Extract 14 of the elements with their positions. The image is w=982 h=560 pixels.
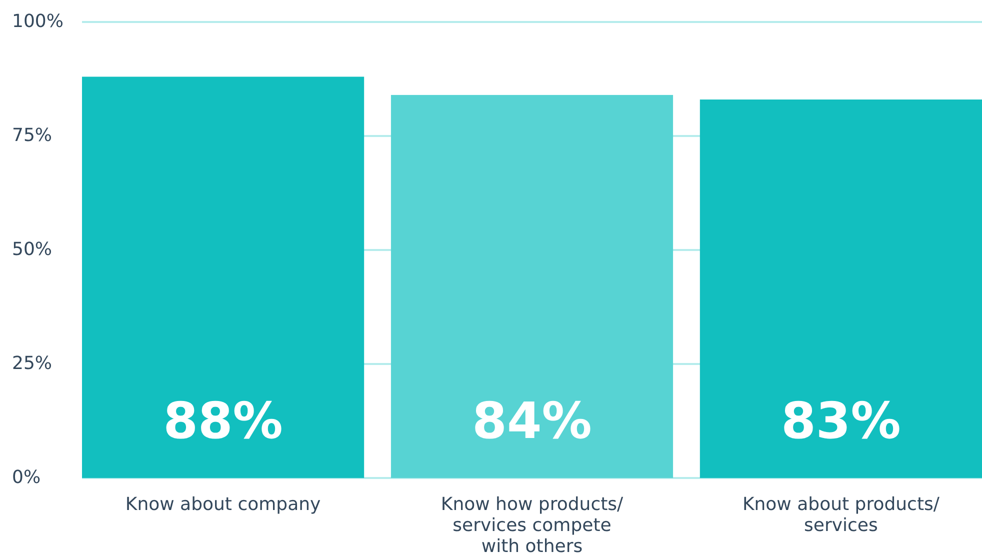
y-tick-label: 100% <box>12 10 64 32</box>
data-label: 88% <box>163 392 283 450</box>
x-tick-label: Know about company <box>125 494 322 515</box>
bar <box>700 100 982 478</box>
data-label: 84% <box>472 392 592 450</box>
y-tick-label: 25% <box>12 352 52 374</box>
bar <box>82 76 364 478</box>
bar <box>390 94 674 478</box>
data-label: 83% <box>781 392 901 450</box>
y-tick-label: 50% <box>12 238 52 260</box>
x-tick-label: Know how products/ services compete with others <box>440 494 624 557</box>
y-tick-label: 0% <box>12 466 41 488</box>
x-tick-label: Know about products/ services <box>742 494 940 536</box>
y-tick-label: 75% <box>12 124 52 146</box>
